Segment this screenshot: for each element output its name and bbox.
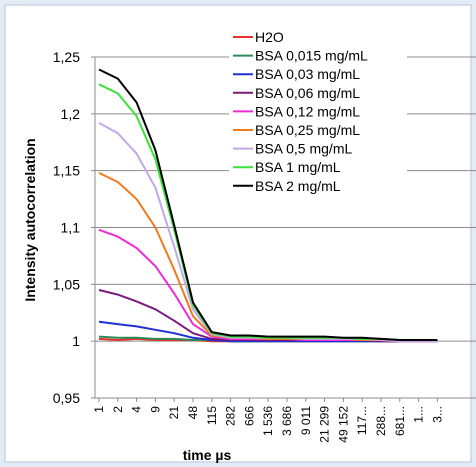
x-tick-label: 4 xyxy=(130,406,144,413)
legend-label: BSA 0,03 mg/mL xyxy=(255,66,360,82)
x-axis-label: time µs xyxy=(183,447,232,463)
legend-label: BSA 0,015 mg/mL xyxy=(255,48,368,64)
legend: H2O BSA 0,015 mg/mL BSA 0,03 mg/mL BSA 0,06… xyxy=(229,25,407,197)
y-ticks: 0,95 1 1,05 1,1 1,15 1,2 1,25 xyxy=(53,49,95,406)
legend-label: BSA 0,5 mg/mL xyxy=(255,141,352,157)
legend-label: H2O xyxy=(255,29,284,45)
x-tick-label: 288... xyxy=(374,406,388,436)
x-tick-label: 1 xyxy=(92,406,106,413)
x-tick-label: 1 536 xyxy=(261,406,275,436)
y-tick-label: 1,05 xyxy=(53,276,80,292)
x-tick-label: 9 011 xyxy=(299,406,313,435)
y-tick-label: 1 xyxy=(72,333,80,349)
legend-label: BSA 1 mg/mL xyxy=(255,159,341,175)
y-tick-label: 1,2 xyxy=(61,106,81,122)
x-tick-label: 2 xyxy=(111,406,125,413)
legend-label: BSA 0,12 mg/mL xyxy=(255,103,360,119)
legend-label: BSA 0,06 mg/mL xyxy=(255,85,360,101)
x-tick-label: 3... xyxy=(430,406,444,423)
x-tick-label: 48 xyxy=(186,406,200,420)
x-tick-label: 21 299 xyxy=(318,406,332,443)
x-tick-label: 1... xyxy=(412,406,426,423)
series-group xyxy=(98,68,438,343)
x-tick-label: 115 xyxy=(205,406,219,425)
x-tick-label: 282 xyxy=(224,406,238,426)
x-ticks: 1 2 4 9 21 48 115 282 666 1 536 3 686 9 011 21 299 49… xyxy=(92,398,444,443)
series-line xyxy=(98,68,438,341)
y-tick-label: 0,95 xyxy=(53,390,80,406)
series-line xyxy=(98,289,438,343)
legend-label: BSA 0,25 mg/mL xyxy=(255,122,360,138)
legend-background xyxy=(229,25,407,197)
x-tick-label: 681... xyxy=(393,406,407,436)
y-axis-label: Intensity autocorrelation xyxy=(22,138,38,301)
x-tick-label: 666 xyxy=(242,406,256,426)
y-tick-label: 1,25 xyxy=(53,49,80,65)
y-tick-label: 1,15 xyxy=(53,163,80,179)
x-tick-label: 21 xyxy=(167,406,181,420)
x-tick-label: 117... xyxy=(355,406,369,435)
x-tick-label: 3 686 xyxy=(280,406,294,436)
y-tick-label: 1,1 xyxy=(61,220,81,236)
legend-label: BSA 2 mg/mL xyxy=(255,178,341,194)
x-tick-label: 49 152 xyxy=(336,406,350,443)
x-tick-label: 9 xyxy=(148,406,162,413)
